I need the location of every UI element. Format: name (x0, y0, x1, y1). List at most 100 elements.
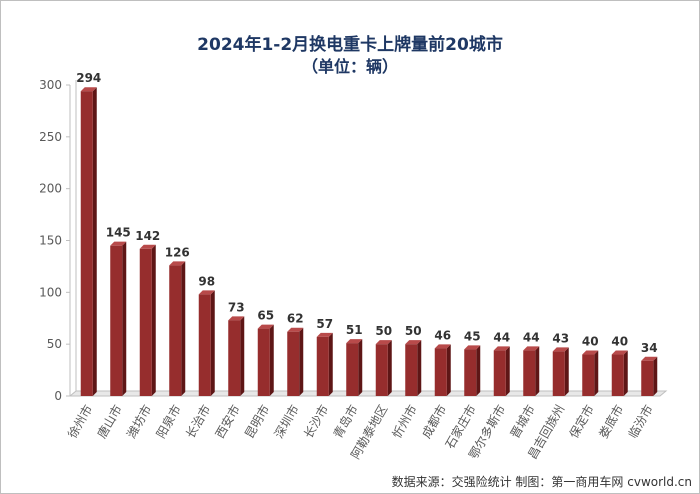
x-tick-label: 长治市 (182, 402, 213, 441)
data-source-note: 数据来源：交强险统计 制图：第一商用车网 cvworld.cn (391, 475, 692, 489)
data-label: 45 (464, 329, 481, 343)
bar (434, 348, 447, 396)
chart-floor (68, 390, 668, 397)
bar-side (299, 327, 304, 396)
bar-top (641, 356, 658, 361)
data-label: 51 (346, 323, 363, 337)
bar-top (434, 344, 451, 349)
bar (198, 294, 211, 396)
x-tick-label: 昆明市 (241, 402, 272, 441)
bar-side (358, 339, 363, 396)
bar-top (464, 345, 481, 350)
y-tick-label: 100 (39, 285, 62, 299)
bar-top (493, 346, 510, 351)
bar (552, 351, 565, 396)
x-tick-label: 临汾市 (625, 402, 656, 441)
bar-side (210, 290, 215, 396)
bar-side (181, 261, 186, 396)
x-tick-label: 保定市 (566, 402, 597, 441)
bar-side (564, 347, 569, 396)
bar-side (387, 340, 392, 396)
bar-top (405, 340, 422, 345)
y-tick-label: 250 (39, 130, 62, 144)
bar (228, 320, 241, 396)
data-label: 98 (198, 274, 215, 288)
bar (375, 344, 388, 396)
bar-top (257, 324, 274, 329)
data-label: 44 (523, 330, 540, 344)
bar-top (582, 350, 599, 355)
bar-side (122, 241, 127, 396)
bar-side (594, 350, 599, 396)
bar-top (198, 290, 215, 295)
bar-top (169, 261, 186, 266)
bar-side (417, 340, 422, 396)
bar (169, 265, 182, 396)
bar-top (139, 244, 156, 249)
bar-side (269, 324, 274, 396)
bar-side (151, 244, 156, 396)
title-block: 2024年1-2月换电重卡上牌量前20城市 （单位：辆） (0, 34, 700, 78)
data-label: 294 (76, 71, 101, 85)
bar (257, 328, 270, 396)
x-tick-label: 阳泉市 (153, 402, 184, 441)
x-tick-label: 青岛市 (330, 402, 361, 441)
data-label: 44 (493, 330, 510, 344)
bar-side (476, 345, 481, 396)
x-tick-label: 唐山市 (94, 402, 125, 441)
data-label: 73 (228, 300, 245, 314)
data-label: 40 (582, 335, 599, 349)
bar (405, 344, 418, 396)
data-label: 62 (287, 312, 304, 326)
bar (582, 354, 595, 396)
bar-top (287, 327, 304, 332)
bar (523, 350, 536, 396)
x-tick-label: 深圳市 (271, 402, 302, 441)
bar-side (653, 356, 658, 396)
data-label: 34 (641, 341, 658, 355)
data-label: 43 (552, 331, 569, 345)
bar-top (110, 241, 127, 246)
bar-side (505, 346, 510, 396)
x-tick-label: 徐州市 (64, 402, 95, 441)
y-tick-label: 50 (47, 337, 62, 351)
bar (110, 245, 123, 396)
bar-side (328, 332, 333, 396)
x-tick-label: 晋城市 (507, 402, 538, 441)
bar (139, 248, 152, 396)
data-label: 50 (405, 324, 422, 338)
bar (346, 343, 359, 396)
bar-top (80, 87, 97, 92)
x-tick-label: 潍坊市 (123, 402, 154, 441)
bar (316, 336, 329, 396)
bar (641, 360, 654, 396)
y-tick-label: 150 (39, 234, 62, 248)
bar (464, 349, 477, 396)
data-label: 57 (316, 317, 333, 331)
data-label: 145 (106, 226, 131, 240)
bar (611, 354, 624, 396)
bar (80, 91, 93, 396)
y-tick-label: 0 (54, 389, 62, 403)
chart-subtitle: （单位：辆） (301, 57, 398, 76)
x-tick-label: 忻州市 (389, 402, 420, 441)
data-label: 65 (257, 309, 274, 323)
bar-top (375, 340, 392, 345)
chart-title: 2024年1-2月换电重卡上牌量前20城市 (197, 35, 503, 55)
bar-side (446, 344, 451, 396)
data-label: 50 (375, 324, 392, 338)
data-label: 126 (165, 245, 190, 259)
bar-side (92, 87, 97, 396)
bar-top (552, 347, 569, 352)
bar-side (535, 346, 540, 396)
data-label: 46 (434, 328, 451, 342)
data-label: 142 (135, 229, 160, 243)
bar-top (316, 332, 333, 337)
bar-top (523, 346, 540, 351)
x-tick-label: 长沙市 (300, 402, 331, 441)
x-tick-label: 成都市 (418, 402, 449, 441)
bar-top (346, 339, 363, 344)
y-tick-label: 200 (39, 182, 62, 196)
bar-top (228, 316, 245, 321)
